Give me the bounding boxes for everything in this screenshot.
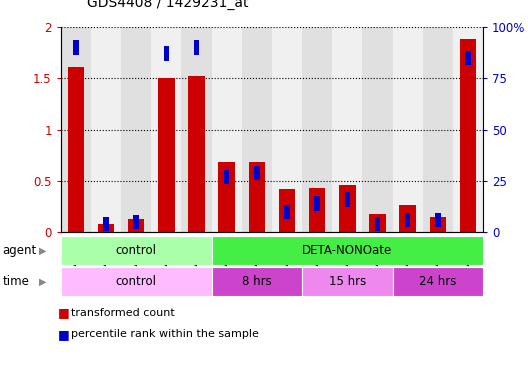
Bar — [219, 162, 235, 232]
Bar — [224, 170, 229, 184]
Bar — [242, 27, 272, 232]
Bar — [134, 215, 139, 229]
Bar — [339, 185, 356, 232]
Bar — [362, 27, 393, 232]
Bar — [375, 217, 380, 231]
Bar — [309, 188, 325, 232]
Bar — [284, 205, 290, 219]
Text: time: time — [3, 275, 30, 288]
Bar — [61, 267, 212, 296]
Bar — [98, 224, 114, 232]
Text: control: control — [116, 275, 157, 288]
Text: 24 hrs: 24 hrs — [419, 275, 457, 288]
Bar — [345, 192, 350, 207]
Bar — [249, 162, 265, 232]
Bar — [272, 27, 302, 232]
Bar — [302, 27, 332, 232]
Text: control: control — [116, 244, 157, 257]
Bar — [430, 217, 446, 232]
Bar — [332, 27, 362, 232]
Bar — [369, 214, 386, 232]
Text: DETA-NONOate: DETA-NONOate — [302, 244, 392, 257]
Text: ■: ■ — [58, 306, 70, 319]
Text: transformed count: transformed count — [71, 308, 175, 318]
Bar — [212, 267, 302, 296]
Bar — [158, 78, 175, 232]
Bar — [103, 217, 109, 231]
Bar — [302, 267, 393, 296]
Bar — [212, 236, 483, 265]
Bar — [453, 27, 483, 232]
Bar — [423, 27, 453, 232]
Text: GDS4408 / 1429231_at: GDS4408 / 1429231_at — [87, 0, 249, 10]
Bar — [188, 76, 205, 232]
Text: percentile rank within the sample: percentile rank within the sample — [71, 329, 259, 339]
Bar — [91, 27, 121, 232]
Text: 8 hrs: 8 hrs — [242, 275, 272, 288]
Bar — [73, 40, 79, 55]
Bar — [435, 213, 440, 227]
Bar — [164, 46, 169, 61]
Bar — [393, 267, 483, 296]
Bar — [182, 27, 212, 232]
Bar — [315, 196, 320, 211]
Bar — [399, 205, 416, 232]
Text: ▶: ▶ — [39, 245, 46, 256]
Bar — [194, 40, 199, 55]
Bar — [121, 27, 151, 232]
Bar — [212, 27, 242, 232]
Bar — [151, 27, 182, 232]
Bar — [405, 213, 410, 227]
Bar — [279, 189, 295, 232]
Bar — [393, 27, 423, 232]
Text: agent: agent — [3, 244, 37, 257]
Bar — [68, 67, 84, 232]
Bar — [254, 166, 260, 180]
Text: ▶: ▶ — [39, 276, 46, 286]
Bar — [61, 236, 212, 265]
Bar — [460, 39, 476, 232]
Bar — [128, 219, 145, 232]
Text: ■: ■ — [58, 328, 70, 341]
Bar — [465, 51, 471, 65]
Text: 15 hrs: 15 hrs — [329, 275, 366, 288]
Bar — [61, 27, 91, 232]
